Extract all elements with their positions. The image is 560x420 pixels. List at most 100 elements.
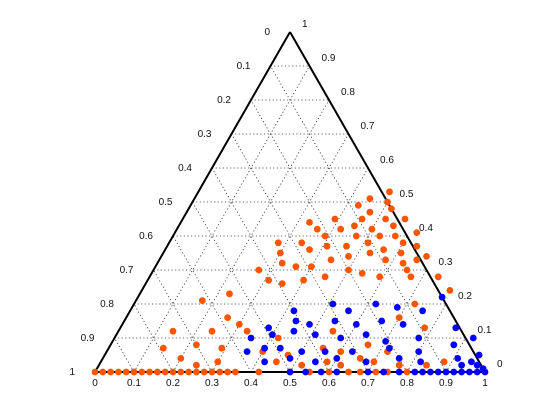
- data-point: [248, 335, 255, 342]
- data-point: [154, 369, 161, 376]
- data-point: [291, 328, 298, 335]
- data-point: [413, 256, 420, 263]
- data-point: [423, 253, 430, 260]
- data-point: [470, 335, 477, 342]
- data-point: [345, 267, 352, 274]
- bottom-tick-label: 0.6: [322, 378, 336, 389]
- data-point: [365, 239, 372, 246]
- data-point: [291, 307, 298, 314]
- data-point: [162, 369, 169, 376]
- data-point: [382, 256, 389, 263]
- data-point: [367, 195, 374, 202]
- right-tick-label: 0.9: [322, 53, 336, 64]
- data-point: [458, 369, 465, 376]
- grid-line: [193, 202, 291, 372]
- data-point: [400, 260, 407, 267]
- data-point: [363, 331, 370, 338]
- bottom-tick-label: 0: [92, 378, 98, 389]
- data-point: [298, 348, 305, 355]
- data-point: [138, 369, 145, 376]
- data-point: [384, 199, 391, 206]
- data-point: [298, 239, 305, 246]
- data-point: [363, 358, 370, 365]
- left-tick-label: 0: [264, 27, 270, 38]
- right-tick-label: 0.2: [458, 291, 472, 302]
- grid-line: [134, 66, 310, 372]
- data-point: [353, 321, 360, 328]
- data-point: [324, 243, 331, 250]
- left-tick-label: 0.5: [159, 197, 173, 208]
- data-point: [300, 277, 307, 284]
- data-point: [333, 369, 340, 376]
- data-point: [330, 301, 337, 308]
- data-point: [216, 369, 223, 376]
- data-point: [337, 348, 344, 355]
- data-point: [419, 307, 426, 314]
- series-2: [244, 294, 489, 376]
- data-point: [107, 369, 114, 376]
- data-point: [404, 369, 411, 376]
- data-point: [367, 209, 374, 216]
- right-tick-label: 0.1: [478, 325, 492, 336]
- data-point: [322, 273, 329, 280]
- data-point: [209, 369, 216, 376]
- data-point: [468, 358, 475, 365]
- data-point: [349, 348, 356, 355]
- data-point: [337, 226, 344, 233]
- data-point: [474, 362, 481, 369]
- data-point: [326, 369, 333, 376]
- data-point: [452, 324, 459, 331]
- data-point: [236, 321, 243, 328]
- left-tick-label: 0.1: [237, 61, 251, 72]
- right-tick-label: 0.8: [341, 87, 355, 98]
- right-tick-label: 1: [302, 19, 308, 30]
- data-point: [343, 243, 350, 250]
- data-point: [450, 369, 457, 376]
- data-point: [411, 369, 418, 376]
- data-point: [261, 358, 268, 365]
- data-point: [359, 216, 366, 223]
- data-point: [480, 365, 487, 372]
- right-tick-label: 0.3: [439, 257, 453, 268]
- data-point: [353, 233, 360, 240]
- data-point: [371, 358, 378, 365]
- data-point: [302, 369, 309, 376]
- data-point: [402, 216, 409, 223]
- data-point: [201, 369, 208, 376]
- data-point: [273, 358, 280, 365]
- bottom-tick-label: 0.3: [205, 378, 219, 389]
- data-point: [365, 341, 372, 348]
- left-tick-label: 1: [69, 367, 75, 378]
- data-point: [275, 335, 282, 342]
- data-point: [421, 324, 428, 331]
- data-point: [380, 369, 387, 376]
- data-points: [92, 188, 489, 375]
- left-tick-label: 0.9: [81, 333, 95, 344]
- data-point: [269, 331, 276, 338]
- data-point: [351, 222, 358, 229]
- data-point: [318, 369, 325, 376]
- data-point: [177, 369, 184, 376]
- data-point: [277, 345, 284, 352]
- right-tick-label: 0.7: [361, 121, 375, 132]
- data-point: [306, 246, 313, 253]
- data-point: [365, 369, 372, 376]
- data-point: [277, 250, 284, 257]
- data-point: [193, 362, 200, 369]
- data-point: [396, 314, 403, 321]
- left-tick-label: 0.3: [198, 129, 212, 140]
- data-point: [131, 369, 138, 376]
- bottom-tick-label: 0.1: [127, 378, 141, 389]
- data-point: [382, 338, 389, 345]
- data-point: [408, 273, 415, 280]
- data-point: [372, 301, 379, 308]
- data-point: [411, 301, 418, 308]
- data-point: [337, 362, 344, 369]
- bottom-tick-label: 0.7: [361, 378, 375, 389]
- data-point: [322, 233, 329, 240]
- data-point: [115, 369, 122, 376]
- data-point: [386, 345, 393, 352]
- data-point: [404, 267, 411, 274]
- data-point: [337, 335, 344, 342]
- data-point: [328, 256, 335, 263]
